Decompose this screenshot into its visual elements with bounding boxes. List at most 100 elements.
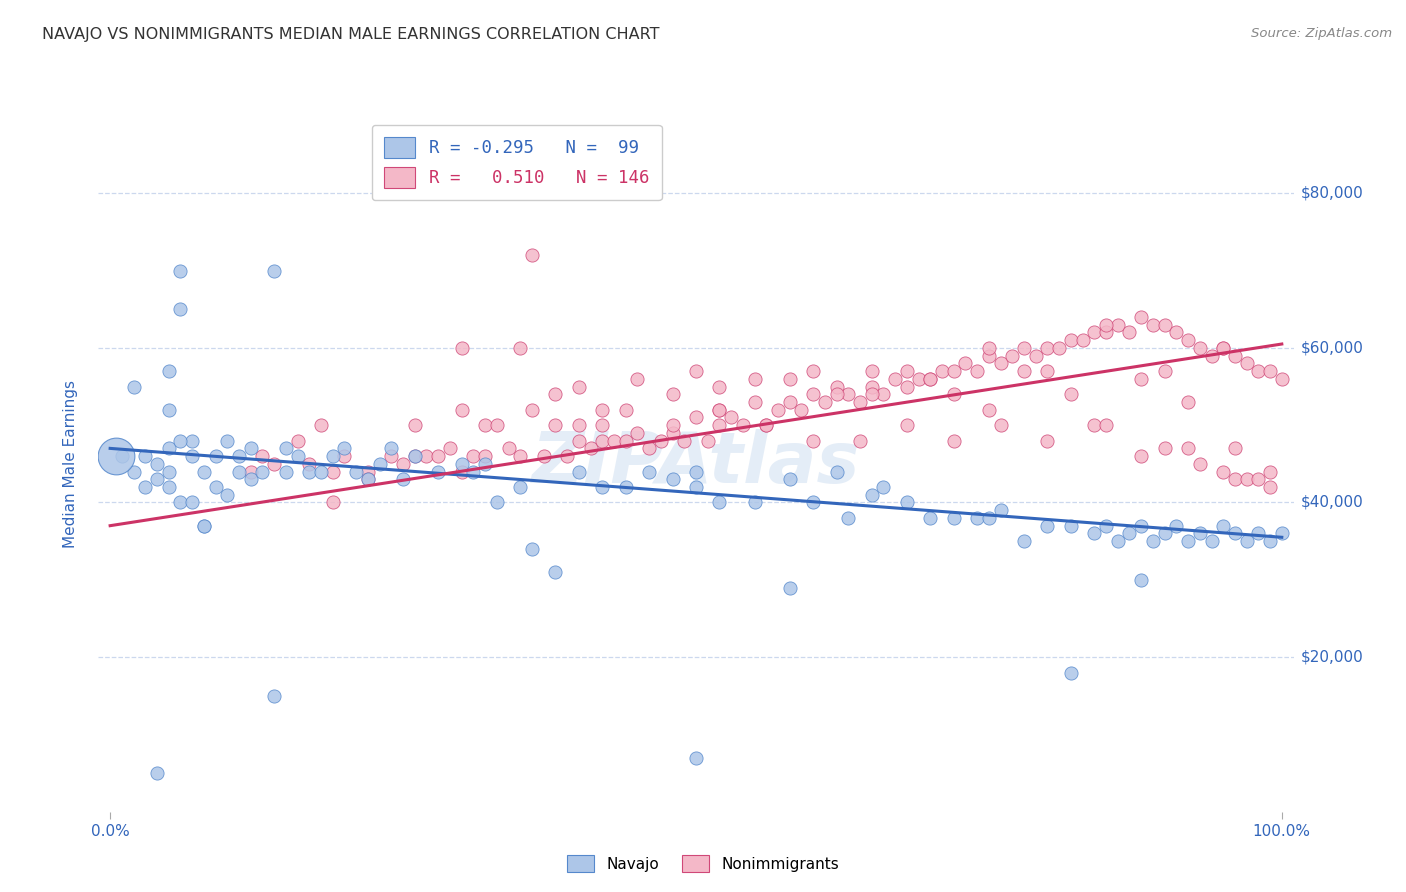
- Point: [860, 488, 883, 502]
- Point: [685, 410, 707, 425]
- Point: [1201, 349, 1223, 363]
- Point: [357, 472, 380, 486]
- Text: $60,000: $60,000: [1301, 341, 1364, 355]
- Point: [942, 511, 965, 525]
- Point: [884, 372, 907, 386]
- Point: [896, 418, 918, 433]
- Point: [696, 434, 718, 448]
- Point: [1095, 518, 1118, 533]
- Point: [977, 341, 1000, 355]
- Point: [217, 434, 239, 448]
- Point: [614, 402, 637, 417]
- Point: [204, 480, 226, 494]
- Point: [1047, 341, 1070, 355]
- Point: [1012, 341, 1035, 355]
- Point: [193, 465, 215, 479]
- Point: [977, 511, 1000, 525]
- Point: [1201, 534, 1223, 549]
- Point: [1236, 356, 1258, 370]
- Point: [1212, 341, 1234, 355]
- Point: [1036, 341, 1059, 355]
- Point: [896, 379, 918, 393]
- Point: [849, 395, 872, 409]
- Point: [568, 434, 591, 448]
- Point: [450, 457, 472, 471]
- Point: [181, 495, 204, 509]
- Point: [427, 449, 450, 463]
- Point: [1212, 465, 1234, 479]
- Point: [1118, 326, 1140, 340]
- Point: [1166, 518, 1188, 533]
- Point: [239, 442, 262, 456]
- Point: [1118, 526, 1140, 541]
- Point: [907, 372, 929, 386]
- Point: [1060, 518, 1083, 533]
- Point: [1258, 465, 1281, 479]
- Point: [1247, 526, 1270, 541]
- Point: [638, 442, 661, 456]
- Point: [474, 418, 496, 433]
- Point: [333, 449, 356, 463]
- Point: [404, 449, 426, 463]
- Point: [1153, 442, 1175, 456]
- Point: [1130, 449, 1153, 463]
- Point: [1083, 526, 1105, 541]
- Point: [709, 418, 731, 433]
- Point: [966, 511, 988, 525]
- Point: [415, 449, 437, 463]
- Point: [380, 449, 402, 463]
- Point: [1223, 472, 1246, 486]
- Point: [990, 418, 1012, 433]
- Point: [520, 248, 543, 262]
- Point: [990, 356, 1012, 370]
- Point: [591, 402, 613, 417]
- Point: [474, 449, 496, 463]
- Point: [1177, 333, 1199, 347]
- Point: [744, 495, 766, 509]
- Point: [744, 372, 766, 386]
- Point: [392, 457, 415, 471]
- Point: [427, 465, 450, 479]
- Point: [1258, 480, 1281, 494]
- Point: [920, 372, 942, 386]
- Point: [837, 511, 859, 525]
- Point: [463, 449, 485, 463]
- Point: [169, 434, 191, 448]
- Point: [450, 465, 472, 479]
- Point: [1060, 665, 1083, 680]
- Point: [463, 465, 485, 479]
- Point: [1130, 573, 1153, 587]
- Point: [520, 541, 543, 556]
- Point: [872, 480, 894, 494]
- Point: [298, 457, 321, 471]
- Point: [1188, 526, 1211, 541]
- Point: [1223, 349, 1246, 363]
- Point: [779, 472, 801, 486]
- Point: [661, 387, 683, 401]
- Point: [134, 480, 156, 494]
- Point: [579, 442, 602, 456]
- Point: [1212, 341, 1234, 355]
- Point: [896, 495, 918, 509]
- Point: [1060, 333, 1083, 347]
- Point: [298, 465, 321, 479]
- Point: [239, 465, 262, 479]
- Point: [544, 387, 567, 401]
- Point: [1025, 349, 1047, 363]
- Point: [404, 418, 426, 433]
- Point: [731, 418, 754, 433]
- Point: [1177, 442, 1199, 456]
- Point: [157, 442, 180, 456]
- Point: [779, 581, 801, 595]
- Point: [603, 434, 626, 448]
- Point: [509, 341, 531, 355]
- Point: [520, 402, 543, 417]
- Point: [709, 402, 731, 417]
- Point: [228, 449, 250, 463]
- Point: [333, 442, 356, 456]
- Point: [252, 465, 274, 479]
- Point: [685, 364, 707, 378]
- Text: ZIPAtlas: ZIPAtlas: [531, 429, 860, 499]
- Point: [766, 402, 789, 417]
- Point: [404, 449, 426, 463]
